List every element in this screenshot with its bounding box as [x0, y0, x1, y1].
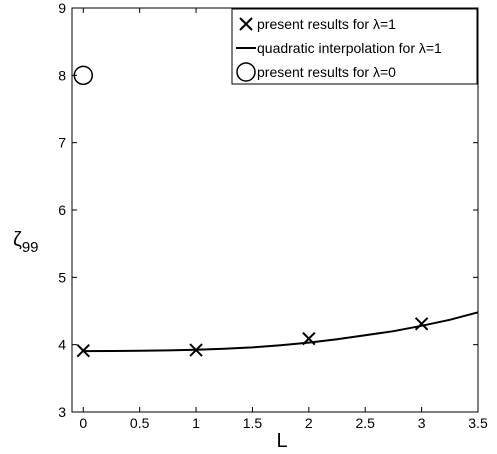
y-tick-label: 7 [58, 135, 66, 151]
x-tick-label: 3 [418, 415, 426, 431]
y-tick-label: 8 [58, 67, 66, 83]
x-tick-label: 1.5 [243, 415, 263, 431]
legend-entry-label: present results for λ=1 [257, 16, 396, 32]
y-axis-label-main: ζ [13, 229, 22, 251]
x-tick-label: 0 [79, 415, 87, 431]
y-tick-label: 3 [58, 404, 66, 420]
y-tick-label: 4 [58, 337, 66, 353]
legend-entry-label: quadratic interpolation for λ=1 [257, 40, 442, 56]
series-line-quadratic [83, 311, 479, 353]
legend: present results for λ=1 quadratic interpo… [231, 8, 478, 85]
x-tick-label: 2.5 [355, 415, 375, 431]
legend-symbol-circle [236, 62, 256, 82]
data-point-lambda0 [73, 65, 94, 86]
legend-entry-label: present results for λ=0 [257, 64, 396, 80]
x-tick-label: 2 [305, 415, 313, 431]
y-tick-label: 5 [58, 269, 66, 285]
y-axis-label: ζ99 [13, 229, 39, 256]
x-tick-label: 1 [192, 415, 200, 431]
data-point-lambda1 [76, 344, 90, 358]
legend-box [231, 8, 478, 85]
y-axis-label-subscript: 99 [22, 239, 39, 256]
y-tick-label: 9 [58, 0, 66, 16]
x-tick-label: 3.5 [468, 415, 488, 431]
legend-symbol-x [239, 17, 253, 31]
x-axis-label: L [276, 430, 287, 452]
data-point-lambda1 [414, 317, 429, 331]
x-axis: 0 0.5 1 1.5 2 2.5 3 3.5 [79, 8, 488, 431]
x-tick-label: 0.5 [130, 415, 150, 431]
y-tick-label: 6 [58, 202, 66, 218]
series-layer [73, 65, 479, 358]
